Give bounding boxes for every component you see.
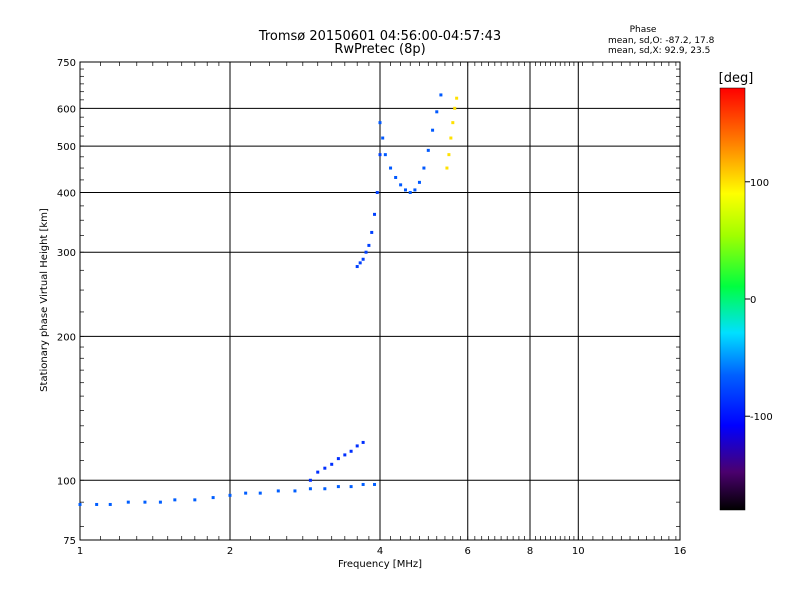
echo-point [381, 136, 385, 140]
echo-point [173, 498, 177, 502]
echo-point [143, 500, 147, 504]
y-tick-label: 300 [57, 248, 76, 259]
x-tick-label: 10 [572, 546, 585, 557]
echo-point [389, 166, 393, 170]
echo-point [451, 121, 455, 125]
echo-point [413, 188, 417, 192]
colorbar-ticks: 100 0 -100 [745, 178, 773, 423]
echo-point [293, 489, 297, 493]
echo-point [394, 175, 398, 179]
echo-point [370, 230, 374, 234]
echo-point [228, 493, 232, 497]
echo-point [364, 250, 368, 254]
echo-point [361, 440, 365, 444]
echo-point [449, 136, 453, 140]
echo-point [95, 502, 99, 506]
echo-point [361, 482, 365, 486]
y-minor-ticks [80, 68, 680, 527]
x-tick-labels: 1 2 4 6 8 10 16 [77, 546, 687, 557]
echo-point [126, 500, 130, 504]
y-tick-label: 600 [57, 104, 76, 115]
echo-point [426, 148, 430, 152]
x-tick-label: 16 [674, 546, 687, 557]
colorbar-label: [deg] [719, 71, 754, 86]
echo-point [453, 106, 457, 110]
echo-point [445, 166, 449, 170]
colorbar [719, 87, 746, 511]
echo-point [361, 257, 365, 261]
echo-point [431, 128, 435, 132]
chart-subtitle: RwPretec (8p) [334, 42, 425, 57]
echo-point [417, 180, 421, 184]
colorbar-tick-label: -100 [750, 412, 773, 423]
y-axis-label: Stationary phase Virtual Height [km] [39, 208, 50, 392]
echo-point [276, 489, 280, 493]
chart-title: Tromsø 20150601 04:56:00-04:57:43 [258, 29, 501, 44]
phase-stats-heading: Phase [630, 25, 657, 35]
echo-point [323, 466, 327, 470]
y-tick-label: 200 [57, 332, 76, 343]
x-tick-label: 6 [465, 546, 471, 557]
x-minor-ticks [100, 62, 677, 540]
x-tick-label: 8 [527, 546, 533, 557]
echo-point [193, 498, 197, 502]
x-tick-label: 1 [77, 546, 83, 557]
echo-point [158, 500, 162, 504]
x-axis-label: Frequency [MHz] [338, 559, 422, 570]
echo-point [378, 153, 382, 157]
echo-point [435, 110, 439, 114]
echo-point [367, 243, 371, 247]
colorbar-tick-label: 0 [750, 295, 756, 306]
echo-point [244, 491, 248, 495]
echo-point [355, 444, 359, 448]
echo-point [378, 121, 382, 125]
echo-point [308, 487, 312, 491]
y-tick-labels: 75 100 200 300 400 500 600 750 [57, 58, 76, 547]
echo-point [343, 453, 347, 457]
echo-point [447, 153, 451, 157]
echo-point [422, 166, 426, 170]
echo-point [316, 470, 320, 474]
y-tick-label: 500 [57, 142, 76, 153]
phase-stats-x: mean, sd,X: 92.9, 23.5 [608, 46, 710, 56]
scatter-points [78, 93, 459, 506]
x-tick-label: 2 [227, 546, 233, 557]
y-tick-label: 100 [57, 476, 76, 487]
echo-point [349, 449, 353, 453]
echo-point [358, 261, 362, 265]
echo-point [108, 502, 112, 506]
x-tick-label: 4 [377, 546, 383, 557]
echo-point [349, 485, 353, 489]
echo-point [308, 478, 312, 482]
echo-point [78, 502, 82, 506]
phase-stats-o: mean, sd,O: -87.2, 17.8 [608, 36, 715, 46]
y-tick-label: 400 [57, 188, 76, 199]
echo-point [336, 485, 340, 489]
echo-point [399, 183, 403, 187]
echo-point [258, 491, 262, 495]
y-tick-label: 750 [57, 58, 76, 69]
echo-point [323, 487, 327, 491]
echo-point [408, 190, 412, 194]
colorbar-tick-label: 100 [750, 178, 769, 189]
echo-point [330, 462, 334, 466]
echo-point [403, 188, 407, 192]
echo-point [336, 457, 340, 461]
echo-point [383, 153, 387, 157]
echo-point [373, 212, 377, 216]
echo-point [455, 96, 459, 100]
echo-point [439, 93, 443, 97]
echo-point [375, 190, 379, 194]
echo-point [373, 482, 377, 486]
echo-point [211, 496, 215, 500]
y-tick-label: 75 [63, 536, 76, 547]
echo-point [355, 265, 359, 269]
